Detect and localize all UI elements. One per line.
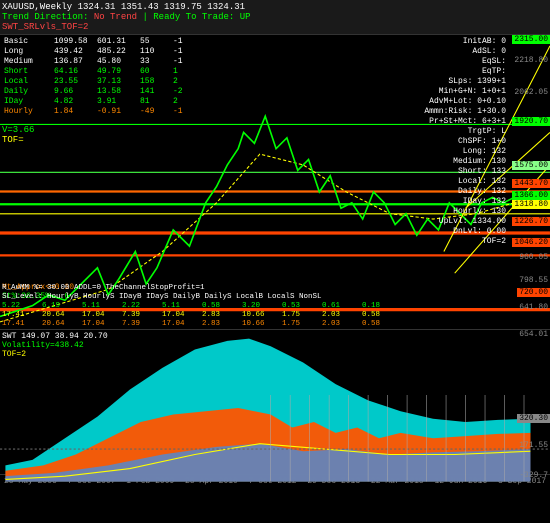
right-info-panel: InitAB: 0AdSL: 0EqSL: EqTP: SLps: 1399+1… [424,37,506,247]
volatility-sub-chart[interactable]: SWT 149.07 38.94 20.70 Volatility=438.42… [0,329,550,474]
chart-header: XAUUSD,Weekly 1324.31 1351.43 1319.75 13… [0,0,550,34]
symbol-title: XAUUSD,Weekly 1324.31 1351.43 1319.75 13… [2,2,548,12]
main-price-chart[interactable]: Basic1099.58601.3155-1Long439.42485.2211… [0,34,550,329]
price-axis: 2315.002218.802062.051920.701575.001443.… [508,35,550,329]
trend-status: Trend Direction: No Trend | Ready To Tra… [2,12,548,22]
sub-axis: 654.01171.55-329.7320.30 [508,330,550,474]
timeframe-table: Basic1099.58601.3155-1Long439.42485.2211… [2,35,190,119]
swt-label: SWT_SRLvls_TOF=2 [2,22,548,32]
